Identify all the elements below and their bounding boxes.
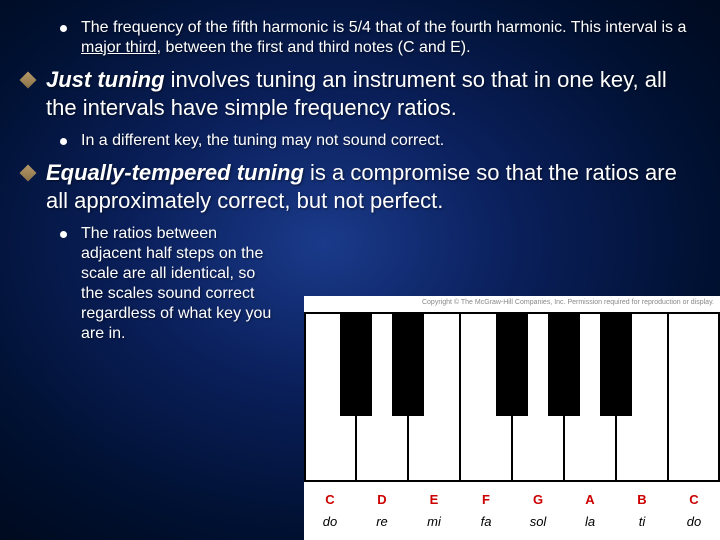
- diamond-bullet-icon: [20, 72, 37, 89]
- bullet-text: Equally-tempered tuning is a compromise …: [46, 159, 698, 214]
- term-just-tuning: Just tuning: [46, 67, 165, 92]
- bullet-text: In a different key, the tuning may not s…: [81, 131, 444, 151]
- note-label: G: [512, 492, 564, 510]
- solfege-label: fa: [460, 514, 512, 532]
- text-fragment: The frequency of the fifth harmonic is 5…: [81, 19, 686, 36]
- diamond-bullet-icon: [20, 165, 37, 182]
- note-label: F: [460, 492, 512, 510]
- black-key: [496, 312, 528, 416]
- text-fragment: , between the first and third notes (C a…: [157, 39, 471, 56]
- solfege-label: do: [304, 514, 356, 532]
- note-label: C: [304, 492, 356, 510]
- solfege-label: do: [668, 514, 720, 532]
- bullet-text: Just tuning involves tuning an instrumen…: [46, 66, 698, 121]
- keyboard-figure: Copyright © The McGraw-Hill Companies, I…: [304, 296, 720, 540]
- black-key: [548, 312, 580, 416]
- slide-content: The frequency of the fifth harmonic is 5…: [0, 0, 720, 344]
- term-equal-tempered: Equally-tempered tuning: [46, 160, 304, 185]
- note-label: B: [616, 492, 668, 510]
- term-major-third: major third: [81, 39, 157, 56]
- black-key: [392, 312, 424, 416]
- bullet-different-key: In a different key, the tuning may not s…: [60, 131, 698, 151]
- solfege-label: ti: [616, 514, 668, 532]
- solfege-labels-row: doremifasollatido: [304, 514, 720, 532]
- note-label: E: [408, 492, 460, 510]
- note-label: A: [564, 492, 616, 510]
- copyright-text: Copyright © The McGraw-Hill Companies, I…: [422, 299, 714, 306]
- bullet-dot-icon: [60, 231, 67, 238]
- bullet-equal-temperament: Equally-tempered tuning is a compromise …: [22, 159, 698, 214]
- keys-area: [304, 312, 720, 482]
- note-label: C: [668, 492, 720, 510]
- solfege-label: sol: [512, 514, 564, 532]
- solfege-label: re: [356, 514, 408, 532]
- bullet-dot-icon: [60, 25, 67, 32]
- bullet-text: The frequency of the fifth harmonic is 5…: [81, 18, 698, 58]
- note-label: D: [356, 492, 408, 510]
- black-key: [340, 312, 372, 416]
- bullet-harmonic: The frequency of the fifth harmonic is 5…: [60, 18, 698, 58]
- bullet-dot-icon: [60, 138, 67, 145]
- bullet-just-tuning: Just tuning involves tuning an instrumen…: [22, 66, 698, 121]
- black-key: [600, 312, 632, 416]
- white-key: [668, 312, 720, 482]
- note-labels-row: CDEFGABC: [304, 492, 720, 510]
- bullet-text: The ratios between adjacent half steps o…: [81, 224, 291, 344]
- solfege-label: la: [564, 514, 616, 532]
- solfege-label: mi: [408, 514, 460, 532]
